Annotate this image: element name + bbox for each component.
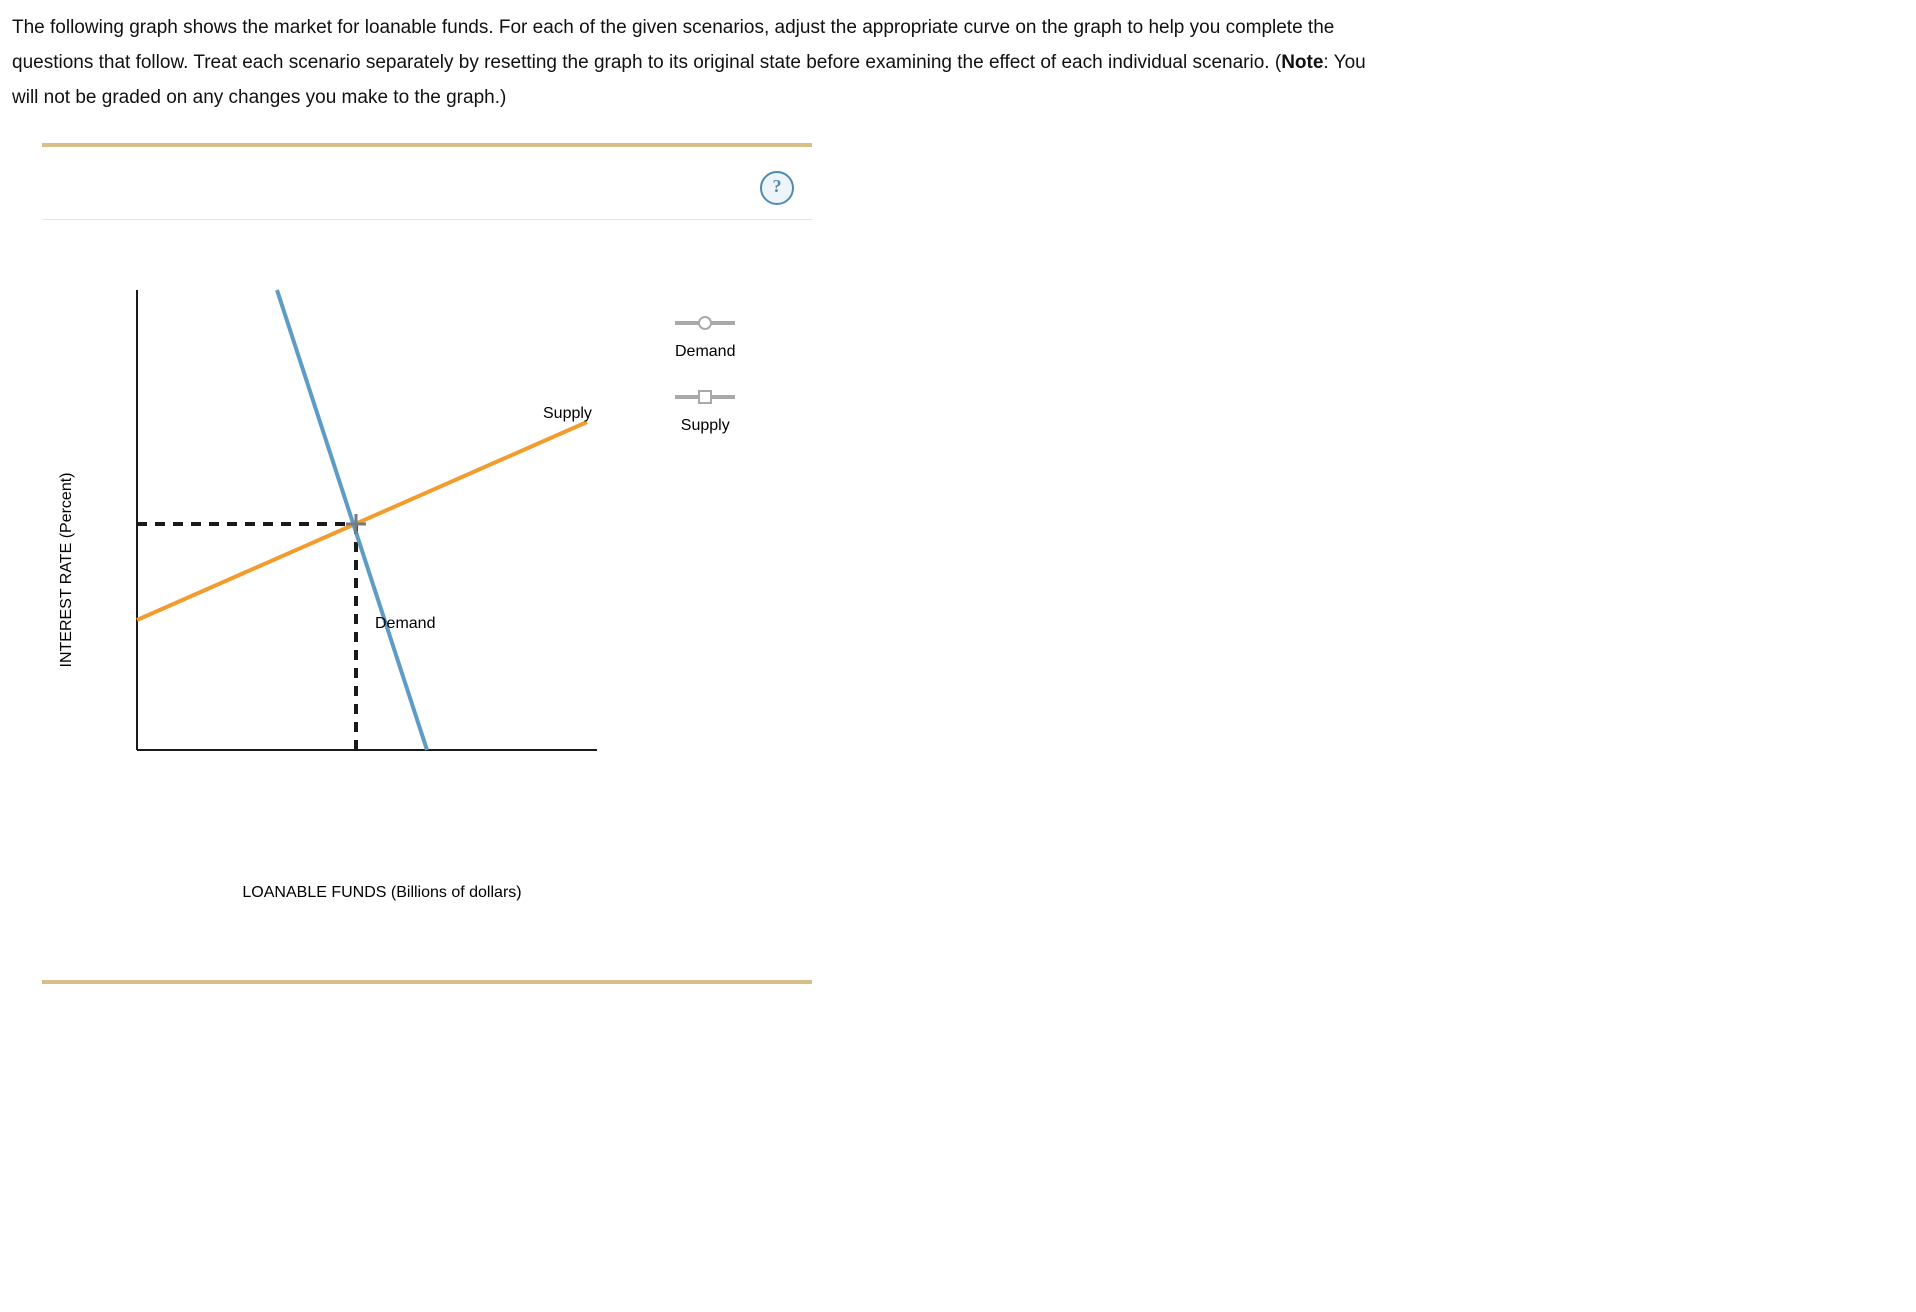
supply-curve-label: Supply [543, 405, 592, 422]
help-button[interactable]: ? [760, 171, 794, 205]
instructions-note-label: Note [1281, 52, 1323, 73]
legend-demand-label: Demand [675, 343, 735, 361]
chart-svg[interactable]: Supply Demand [127, 280, 647, 780]
divider-bottom [42, 980, 812, 984]
demand-curve[interactable] [277, 290, 427, 750]
page-root: The following graph shows the market for… [0, 0, 1916, 1024]
legend-supply-icon [675, 389, 735, 405]
instructions-line-1: The following graph shows the market for… [12, 17, 1220, 38]
legend-item-supply[interactable]: Supply [675, 389, 735, 435]
supply-curve[interactable] [137, 422, 587, 620]
instructions-text: The following graph shows the market for… [12, 10, 1372, 115]
graph-widget: ? INTEREST RATE (Percent) Supply Demand [12, 143, 812, 984]
graph-toolbar: ? [42, 147, 812, 220]
instructions-line-3-prefix: individual scenario. ( [1108, 52, 1281, 73]
legend-supply-label: Supply [681, 417, 730, 435]
y-axis-label: INTEREST RATE (Percent) [58, 473, 76, 668]
demand-curve-label: Demand [375, 615, 435, 632]
legend-demand-icon [675, 315, 735, 331]
legend: Demand Supply [675, 315, 735, 463]
legend-item-demand[interactable]: Demand [675, 315, 735, 361]
chart-area: INTEREST RATE (Percent) Supply Demand [67, 280, 812, 860]
x-axis-label: LOANABLE FUNDS (Billions of dollars) [242, 884, 521, 902]
